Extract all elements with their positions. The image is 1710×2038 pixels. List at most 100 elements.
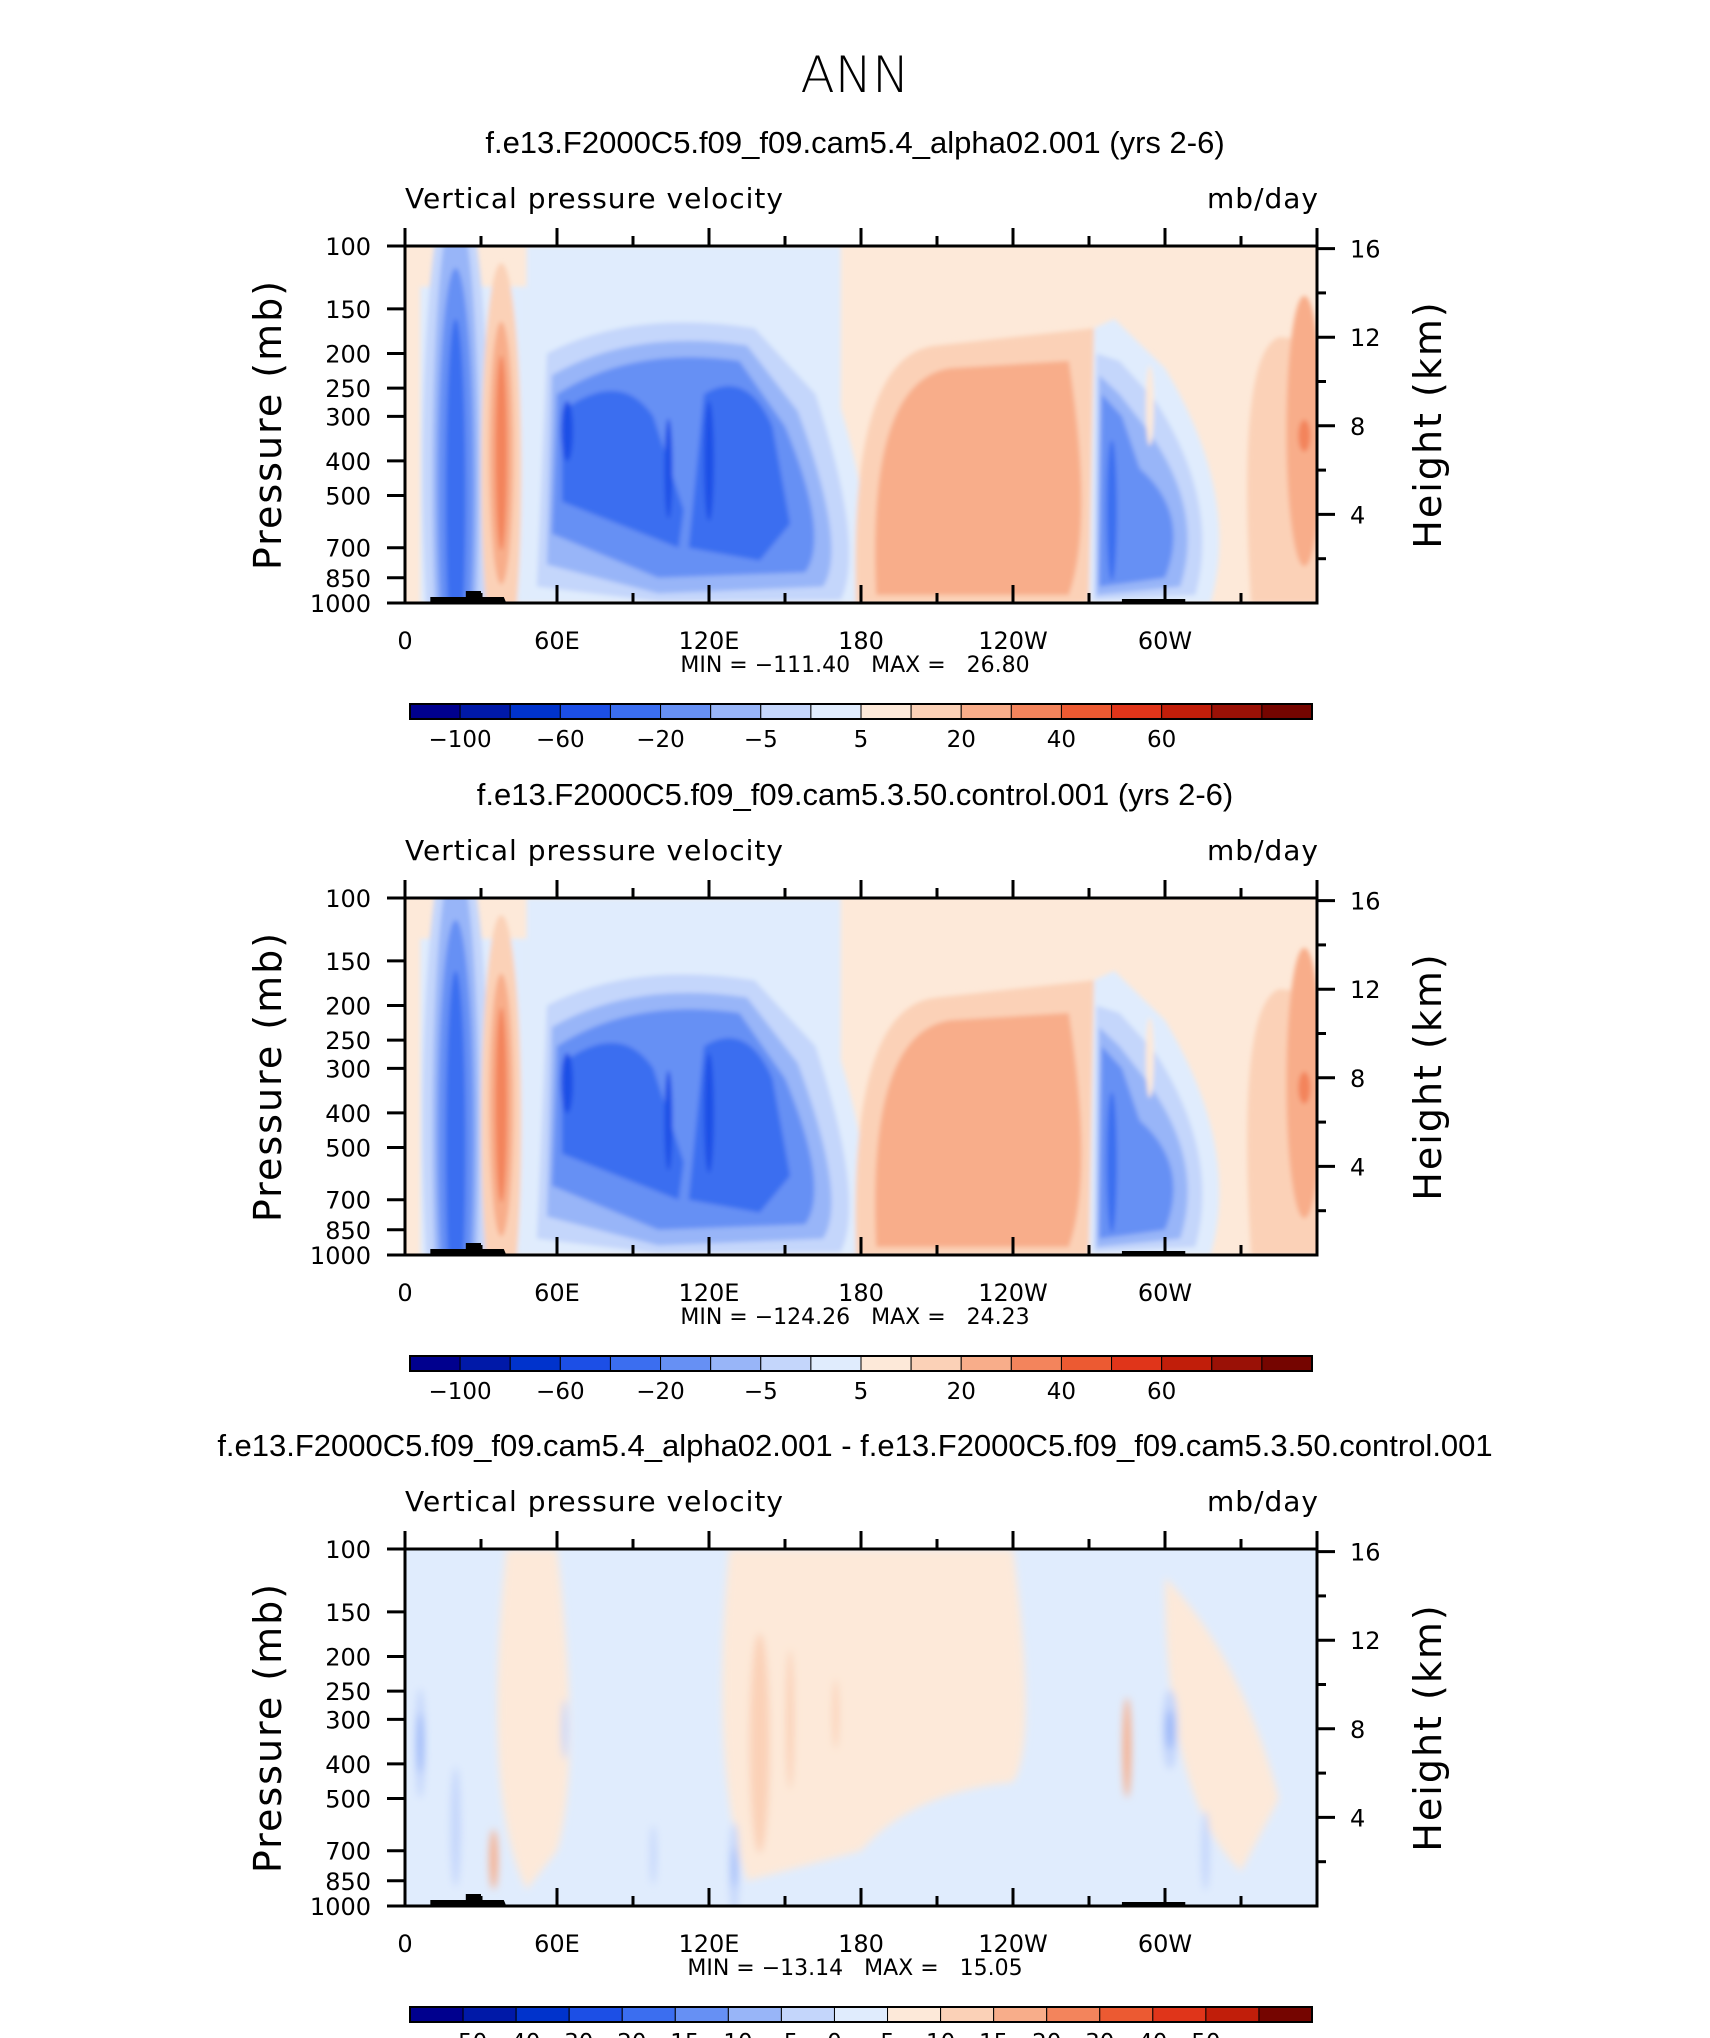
contour-field bbox=[405, 246, 1317, 603]
y-tick-label: 700 bbox=[325, 535, 371, 563]
colorbar-label: 40 bbox=[1047, 727, 1076, 753]
x-tick-label: 60W bbox=[1138, 1930, 1192, 1958]
colorbar-swatch bbox=[1010, 1355, 1062, 1372]
contour-region bbox=[561, 1053, 574, 1114]
colorbar-swatch bbox=[993, 2006, 1048, 2023]
y-tick-label: 400 bbox=[325, 448, 371, 476]
colorbar-label: −100 bbox=[429, 727, 492, 753]
colorbar-label: −20 bbox=[636, 727, 685, 753]
y-axis-label: Pressure (mb) bbox=[246, 1582, 290, 1873]
topography bbox=[430, 1243, 1186, 1255]
colorbar-swatch bbox=[810, 703, 862, 720]
y-tick-label: 150 bbox=[325, 1599, 371, 1627]
colorbar-swatch bbox=[1111, 1355, 1163, 1372]
colorbar-swatch bbox=[833, 2006, 889, 2023]
y-tick-label: 300 bbox=[325, 1055, 371, 1083]
y-tick-label: 250 bbox=[325, 1678, 371, 1706]
colorbar-label: −5 bbox=[744, 1379, 778, 1405]
colorbar-swatch bbox=[459, 1355, 511, 1372]
colorbar-label: 15 bbox=[979, 2030, 1008, 2038]
colorbar-swatch bbox=[1211, 703, 1263, 720]
contour-region bbox=[561, 1699, 568, 1760]
colorbar-swatch bbox=[459, 703, 511, 720]
colorbar-swatch bbox=[1099, 2006, 1154, 2023]
x-tick-label: 60W bbox=[1138, 1279, 1192, 1307]
contour-region bbox=[650, 1825, 657, 1886]
contour-region bbox=[1166, 1709, 1175, 1750]
colorbar-swatch bbox=[810, 1355, 862, 1372]
topography bbox=[430, 1894, 1186, 1906]
y-tick-label: 200 bbox=[325, 340, 371, 368]
colorbar-swatch bbox=[1205, 2006, 1260, 2023]
y-right-tick-label: 12 bbox=[1350, 1627, 1381, 1655]
contour-region bbox=[1099, 1046, 1174, 1239]
colorbar-swatch bbox=[1046, 2006, 1101, 2023]
y-right-tick-label: 16 bbox=[1350, 888, 1381, 916]
colorbar-swatch bbox=[710, 1355, 762, 1372]
x-tick-label: 180 bbox=[838, 1930, 884, 1958]
colorbar-frame bbox=[409, 2006, 1313, 2023]
x-tick-label: 180 bbox=[838, 627, 884, 655]
x-tick-label: 120E bbox=[679, 1279, 740, 1307]
panel-title: f.e13.F2000C5.f09_f09.cam5.3.50.control.… bbox=[477, 777, 1234, 812]
y-tick-label: 200 bbox=[325, 1643, 371, 1671]
contour-layer bbox=[420, 246, 1317, 603]
contour-region bbox=[417, 1713, 424, 1774]
colorbar-swatch bbox=[509, 703, 561, 720]
y-tick-label: 850 bbox=[325, 1868, 371, 1896]
colorbar-swatch bbox=[1211, 1355, 1263, 1372]
y-right-tick-label: 4 bbox=[1350, 501, 1365, 529]
contour-region bbox=[489, 1829, 498, 1890]
y-right-tick-label: 4 bbox=[1350, 1153, 1365, 1181]
colorbar-label: −60 bbox=[536, 727, 585, 753]
contour-region bbox=[832, 1679, 839, 1750]
contour-region bbox=[1099, 394, 1174, 587]
x-tick-label: 180 bbox=[838, 1279, 884, 1307]
colorbar-swatch bbox=[760, 703, 812, 720]
colorbar-swatch bbox=[609, 1355, 662, 1372]
colorbar-swatch bbox=[568, 2006, 623, 2023]
topography-africa bbox=[430, 591, 507, 603]
contour-region bbox=[1298, 419, 1311, 452]
contour-region bbox=[1298, 1071, 1311, 1104]
contour-region bbox=[664, 418, 673, 519]
topography-andes bbox=[1121, 599, 1186, 603]
contour-region bbox=[562, 390, 684, 548]
x-tick-label: 60E bbox=[534, 1930, 580, 1958]
colorbar-swatch bbox=[887, 2006, 942, 2023]
contour-layer bbox=[415, 1549, 1279, 1906]
contour-region bbox=[1106, 440, 1117, 581]
colorbar-swatch bbox=[559, 1355, 611, 1372]
contour-region bbox=[562, 1042, 684, 1200]
colorbar-label: 60 bbox=[1147, 1379, 1176, 1405]
y-tick-label: 150 bbox=[325, 296, 371, 324]
panel-variable-label: Vertical pressure velocity bbox=[405, 182, 784, 215]
colorbar-swatch bbox=[609, 703, 662, 720]
y-right-tick-label: 8 bbox=[1350, 413, 1365, 441]
contour-region bbox=[704, 400, 714, 521]
colorbar-swatch bbox=[409, 2006, 464, 2023]
y-tick-label: 850 bbox=[325, 1217, 371, 1245]
colorbar-label: −30 bbox=[545, 2030, 594, 2038]
panel-3: f.e13.F2000C5.f09_f09.cam5.4_alpha02.001… bbox=[217, 1428, 1492, 2038]
colorbar-label: 5 bbox=[880, 2030, 895, 2038]
colorbar-swatch bbox=[1161, 703, 1213, 720]
y-tick-label: 500 bbox=[325, 1135, 371, 1163]
y-tick-label: 100 bbox=[325, 1536, 371, 1564]
colorbar-swatch bbox=[760, 1355, 812, 1372]
colorbar-swatch bbox=[860, 703, 912, 720]
colorbar-frame bbox=[409, 703, 1313, 720]
x-tick-label: 0 bbox=[397, 1279, 412, 1307]
contour-region bbox=[875, 361, 1082, 596]
contour-region bbox=[704, 1052, 714, 1173]
contour-region bbox=[497, 1549, 570, 1890]
y-tick-label: 500 bbox=[325, 483, 371, 511]
x-tick-label: 120E bbox=[679, 1930, 740, 1958]
colorbar-label: −5 bbox=[744, 727, 778, 753]
contour-region bbox=[1106, 1092, 1117, 1233]
x-tick-label: 120W bbox=[978, 1930, 1048, 1958]
colorbar-label: −20 bbox=[598, 2030, 647, 2038]
panel-1: f.e13.F2000C5.f09_f09.cam5.4_alpha02.001… bbox=[246, 125, 1450, 753]
panel-title: f.e13.F2000C5.f09_f09.cam5.4_alpha02.001… bbox=[217, 1428, 1492, 1463]
colorbar-swatch bbox=[710, 703, 762, 720]
